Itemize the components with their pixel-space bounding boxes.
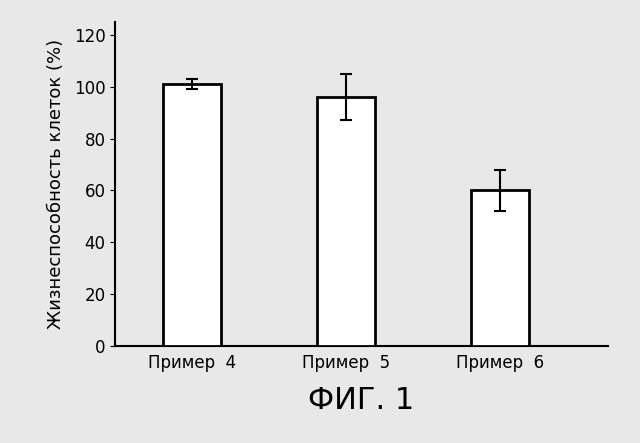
Bar [317,97,376,346]
Bar [163,84,221,346]
X-axis label: ФИГ. 1: ФИГ. 1 [308,386,415,415]
Y-axis label: Жизнеспособность клеток (%): Жизнеспособность клеток (%) [47,39,65,329]
Bar [471,190,529,346]
